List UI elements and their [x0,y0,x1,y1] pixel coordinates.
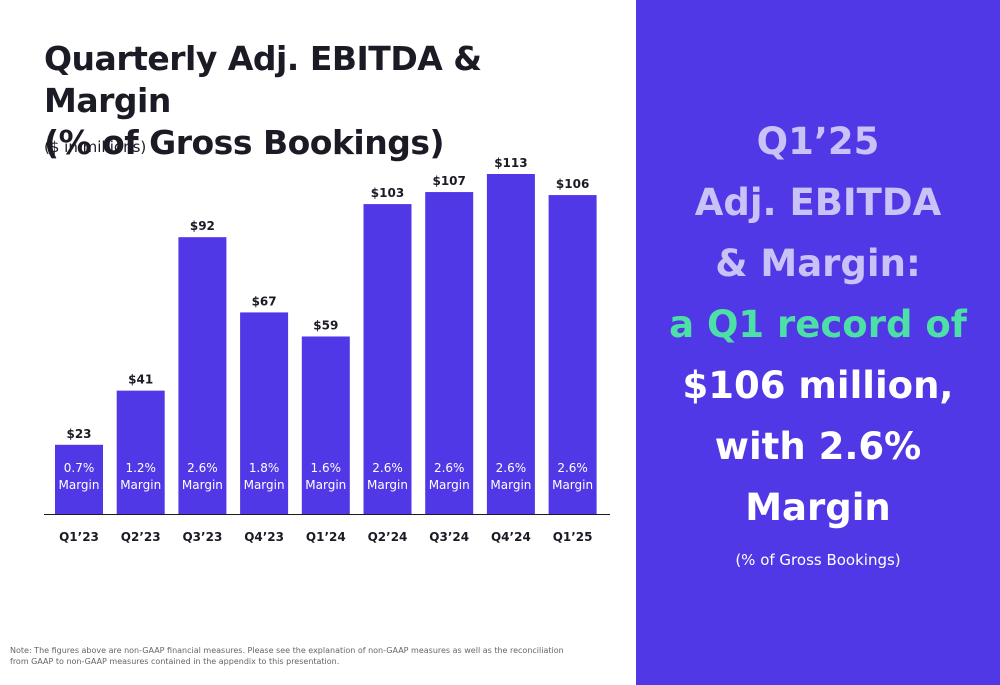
bar-margin-word: Margin [182,478,223,492]
bar [240,312,289,514]
bar-margin-label: 2.6% [496,461,527,475]
bar-margin-label: 1.6% [311,461,342,475]
panel-line-6: with 2.6% [714,425,922,468]
bar-margin-label: 2.6% [557,461,588,475]
bar-value-label: $103 [371,186,404,200]
bar-margin-label: 1.8% [249,461,280,475]
bar-margin-word: Margin [244,478,285,492]
bar [178,237,227,514]
bar-margin-word: Margin [429,478,470,492]
panel-line-7: Margin [745,486,891,529]
bar [116,390,165,514]
bar-margin-word: Margin [367,478,408,492]
x-tick-label: Q4’24 [491,530,531,544]
bar-margin-label: 2.6% [434,461,465,475]
bar [486,174,535,514]
bar [301,336,350,514]
bar-value-label: $23 [66,427,91,441]
bar-margin-word: Margin [490,478,531,492]
x-tick-label: Q2’24 [368,530,408,544]
panel-line-4: a Q1 record of [669,303,967,346]
bar-margin-label: 1.2% [125,461,156,475]
chart-title: Quarterly Adj. EBITDA & Margin (% of Gro… [44,38,604,164]
x-tick-label: Q2’23 [121,530,161,544]
bar-margin-label: 2.6% [187,461,218,475]
bar-value-label: $113 [494,156,527,170]
title-line-2: (% of Gross Bookings) [44,123,445,162]
panel-line-1: Q1’25 [756,120,880,163]
bar-margin-word: Margin [305,478,346,492]
units-label: ($ in millions) [44,138,147,156]
x-tick-label: Q1’24 [306,530,346,544]
x-tick-label: Q1’23 [59,530,99,544]
bar-value-label: $92 [190,219,215,233]
bar [548,195,597,514]
bar-value-label: $59 [313,318,338,332]
bar-margin-word: Margin [59,478,100,492]
bar-margin-word: Margin [552,478,593,492]
bar-margin-label: 0.7% [64,461,95,475]
bar-chart: $23 0.7% Margin Q1’23 $41 1.2% Margin Q2’23 $92 2… [44,156,610,544]
panel-subtitle: (% of Gross Bookings) [735,551,901,569]
bar [363,204,412,514]
bar-value-label: $67 [252,294,277,308]
panel-line-2: Adj. EBITDA [694,181,942,224]
title-line-1: Quarterly Adj. EBITDA & Margin [44,39,482,120]
panel-line-3: & Margin: [715,242,921,285]
bar-value-label: $41 [128,373,153,387]
x-tick-label: Q3’23 [182,530,222,544]
panel-line-5: $106 million, [682,364,954,407]
footnote: Note: The figures above are non-GAAP fin… [10,646,564,666]
bar [55,444,103,514]
x-tick-label: Q1’25 [553,530,593,544]
bar-value-label: $107 [432,174,465,188]
bar [425,192,474,514]
bar-margin-label: 2.6% [372,461,403,475]
bar-margin-word: Margin [120,478,161,492]
highlight-panel: Q1’25 Adj. EBITDA & Margin: a Q1 record … [636,0,1000,685]
x-tick-label: Q4’23 [244,530,284,544]
x-tick-label: Q3’24 [429,530,469,544]
bar-value-label: $106 [556,177,589,191]
